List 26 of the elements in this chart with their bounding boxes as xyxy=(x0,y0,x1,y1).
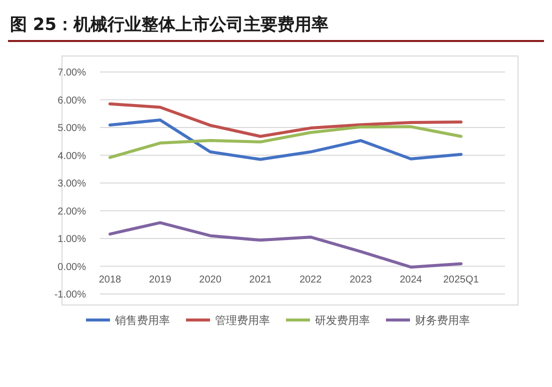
y-tick-label: 2.00% xyxy=(58,206,86,218)
y-tick-label: 0.00% xyxy=(58,262,86,273)
chart-title: 图 25：机械行业整体上市公司主要费用率 xyxy=(10,15,329,35)
y-tick-label: 3.00% xyxy=(58,178,86,190)
x-tick-label: 2024 xyxy=(400,274,422,286)
legend-label: 研发费用率 xyxy=(315,314,370,327)
y-tick-label: -1.00% xyxy=(54,290,86,300)
line-series xyxy=(108,102,462,138)
x-tick-label: 2019 xyxy=(149,274,172,286)
y-tick-label: 4.00% xyxy=(58,150,86,162)
legend-label: 销售费用率 xyxy=(114,314,170,327)
y-tick-label: 7.00% xyxy=(58,68,86,78)
x-tick-label: 2020 xyxy=(199,274,222,286)
x-tick-label: 2021 xyxy=(249,274,272,286)
x-tick-label: 2018 xyxy=(98,274,122,286)
legend-label: 管理费用率 xyxy=(215,314,270,327)
legend-label: 财务费用率 xyxy=(415,314,470,327)
x-tick-label: 2025Q1 xyxy=(443,274,480,286)
y-tick-label: 6.00% xyxy=(58,95,86,106)
line-series xyxy=(108,221,462,269)
y-tick-label: 1.00% xyxy=(58,234,86,245)
line-series xyxy=(108,118,462,161)
x-tick-label: 2023 xyxy=(350,274,372,286)
y-tick-label: 5.00% xyxy=(58,123,86,134)
x-tick-label: 2022 xyxy=(299,274,322,286)
line-series xyxy=(108,125,462,159)
